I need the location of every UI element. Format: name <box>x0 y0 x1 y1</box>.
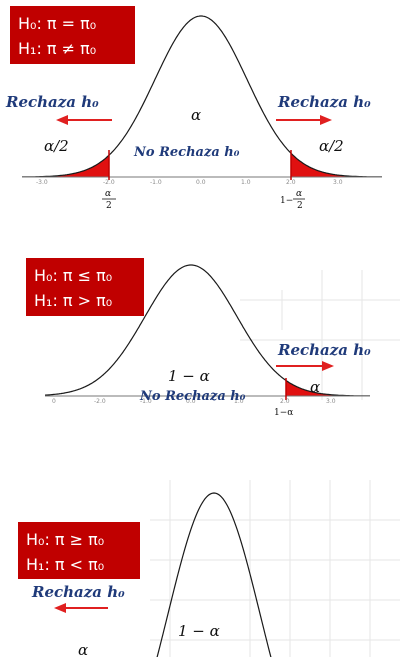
tick-labels: 0 -2.0 -1.0 0.0 1.0 2.0 3.0 <box>52 398 336 405</box>
reject-right-label: Rechaza h₀ <box>277 93 371 111</box>
crit-left-denominator: 2 <box>106 201 112 211</box>
reject-left-label: Rechaza h₀ <box>31 583 125 601</box>
hypothesis-box <box>18 522 140 579</box>
right-rejection-region <box>291 153 382 177</box>
crit-value-right: 1−α <box>274 408 293 418</box>
tick-label: -1.0 <box>150 179 162 186</box>
left-tail-label: α <box>78 641 88 657</box>
no-reject-label: No Rechaza h₀ <box>139 389 246 404</box>
tick-label: 3.0 <box>333 179 343 186</box>
crit-value-right: 1− α 2 <box>280 189 305 211</box>
grid <box>150 480 400 657</box>
left-tail-label: α/2 <box>44 137 69 155</box>
arrow-left-icon <box>56 115 112 125</box>
null-hypothesis: H₀: π = π₀ <box>18 14 96 33</box>
left-rejection-region <box>22 155 109 177</box>
crit-right-prefix: 1− <box>280 196 293 206</box>
null-hypothesis: H₀: π ≤ π₀ <box>34 266 112 285</box>
tick-label: 0.0 <box>186 398 196 405</box>
crit-right-numerator: α <box>296 189 302 199</box>
hypothesis-box <box>10 6 135 64</box>
normal-curve <box>45 264 370 397</box>
tick-labels: -3.0 -2.0 -1.0 0.0 1.0 2.0 3.0 <box>36 179 343 186</box>
tick-label: 3.0 <box>326 398 336 405</box>
arrow-right-icon <box>276 361 334 371</box>
right-tail-label: α <box>310 378 320 396</box>
crit-left-numerator: α <box>105 189 111 199</box>
tick-label: 2.0 <box>280 398 290 405</box>
arrow-right-icon <box>276 115 332 125</box>
null-hypothesis: H₀: π ≥ π₀ <box>26 530 104 549</box>
tick-label: -2.0 <box>103 179 115 186</box>
tick-label: -3.0 <box>36 179 48 186</box>
panel-two-tailed: -3.0 -2.0 -1.0 0.0 1.0 2.0 3.0 H₀: π = π… <box>5 6 382 211</box>
hypothesis-box <box>26 258 144 316</box>
arrow-left-icon <box>54 603 108 613</box>
right-rejection-region <box>286 380 370 396</box>
tick-label: -1.0 <box>140 398 152 405</box>
reject-right-label: Rechaza h₀ <box>277 341 371 359</box>
tick-label: 0.0 <box>196 179 206 186</box>
crit-right-denominator: 2 <box>297 201 303 211</box>
tick-label: -2.0 <box>94 398 106 405</box>
panel-right-tailed: 0 -2.0 -1.0 0.0 1.0 2.0 3.0 H₀: π ≤ π₀ H… <box>26 258 400 418</box>
center-label: 1 − α <box>168 367 210 385</box>
right-tail-label: α/2 <box>319 137 344 155</box>
alternative-hypothesis: H₁: π < π₀ <box>26 555 104 574</box>
alternative-hypothesis: H₁: π ≠ π₀ <box>18 39 96 58</box>
crit-value-left: α 2 <box>102 189 116 211</box>
center-label: 1 − α <box>178 622 220 640</box>
no-reject-label: No Rechaza h₀ <box>133 145 240 160</box>
normal-curve <box>22 15 382 178</box>
normal-curve <box>156 492 272 657</box>
tick-label: 0 <box>52 398 56 405</box>
tick-label: 2.0 <box>286 179 296 186</box>
tick-label: 1.0 <box>234 398 244 405</box>
grid <box>240 270 400 400</box>
panel-left-tailed: H₀: π ≥ π₀ H₁: π < π₀ Rechaza h₀ 1 − α α <box>18 480 400 657</box>
alternative-hypothesis: H₁: π > π₀ <box>34 291 112 310</box>
reject-left-label: Rechaza h₀ <box>5 93 99 111</box>
tick-label: 1.0 <box>241 179 251 186</box>
center-alpha-label: α <box>191 106 201 124</box>
